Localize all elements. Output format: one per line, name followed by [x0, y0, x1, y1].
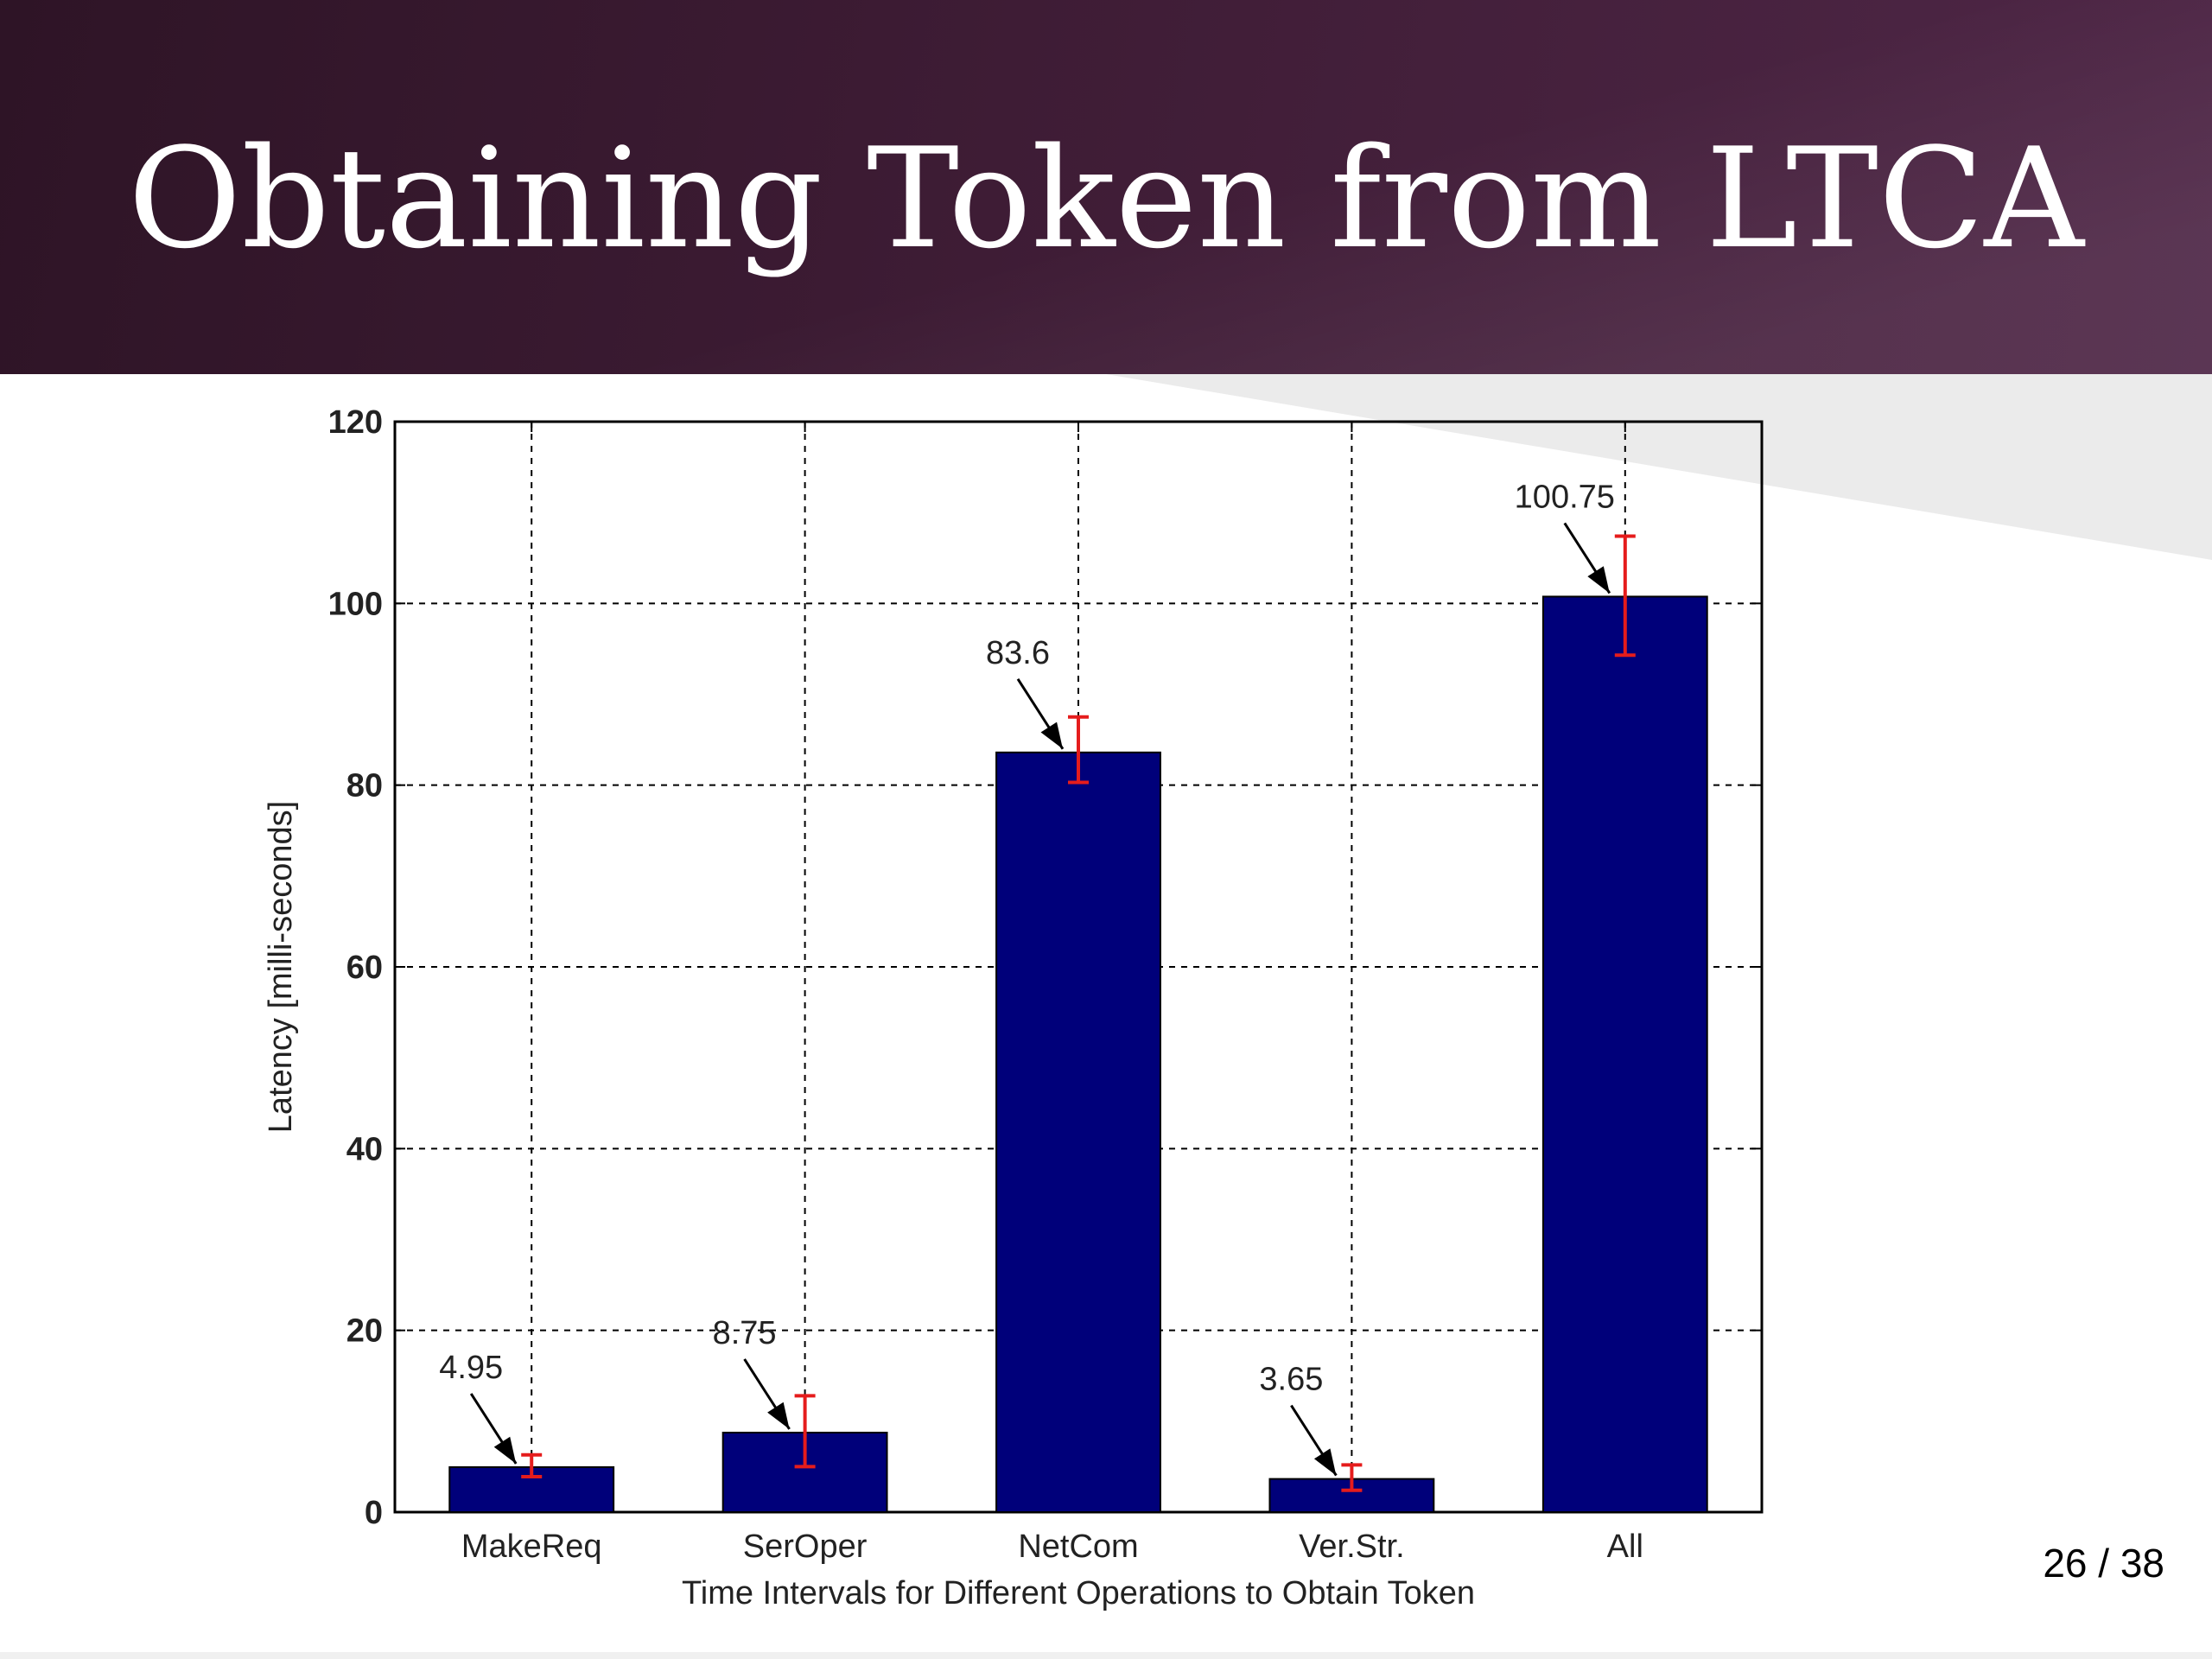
annotation-arrowhead [493, 1436, 517, 1464]
y-tick-label: 0 [365, 1495, 383, 1531]
annotation-arrowhead [767, 1402, 790, 1429]
x-tick-label: All [1607, 1529, 1643, 1565]
annotation-arrowhead [1313, 1448, 1337, 1476]
y-tick-label: 80 [346, 768, 383, 804]
y-axis-title: Latency [milli-seconds] [263, 801, 299, 1133]
header-shine [0, 0, 2212, 374]
data-label: 3.65 [1259, 1362, 1323, 1398]
x-tick-label: Ver.Str. [1299, 1529, 1405, 1565]
y-tick-label: 40 [346, 1131, 383, 1167]
x-tick-label: SerOper [743, 1529, 868, 1565]
tick-labels: 0 20 40 60 80 100 120 MakeReq SerOper NetCom Ver.S… [328, 404, 1643, 1565]
slide-header: Obtaining Token from LTCA [0, 0, 2212, 374]
bar [995, 751, 1161, 1513]
annotation-arrowhead [1040, 721, 1063, 749]
y-tick-label: 100 [328, 586, 383, 622]
annotations: 4.95 8.75 83.6 3.65 100.75 [439, 479, 1615, 1477]
y-tick-label: 60 [346, 950, 383, 986]
data-label: 8.75 [713, 1315, 777, 1351]
slide-title: Obtaining Token from LTCA [128, 118, 2084, 279]
data-label: 4.95 [439, 1350, 503, 1386]
footer-line [0, 1652, 2212, 1659]
bars [448, 595, 1708, 1514]
error-bars [521, 534, 1636, 1492]
page-number: 26 / 38 [2043, 1541, 2164, 1586]
x-axis-title: Time Intervals for Different Operations … [682, 1575, 1475, 1611]
bar [1541, 595, 1708, 1514]
data-label: 83.6 [986, 635, 1050, 671]
x-tick-label: NetCom [1018, 1529, 1138, 1565]
y-tick-label: 120 [328, 404, 383, 441]
data-label: 100.75 [1515, 479, 1615, 515]
annotation-arrowhead [1587, 566, 1610, 594]
y-tick-label: 20 [346, 1313, 383, 1350]
x-tick-label: MakeReq [461, 1529, 602, 1565]
